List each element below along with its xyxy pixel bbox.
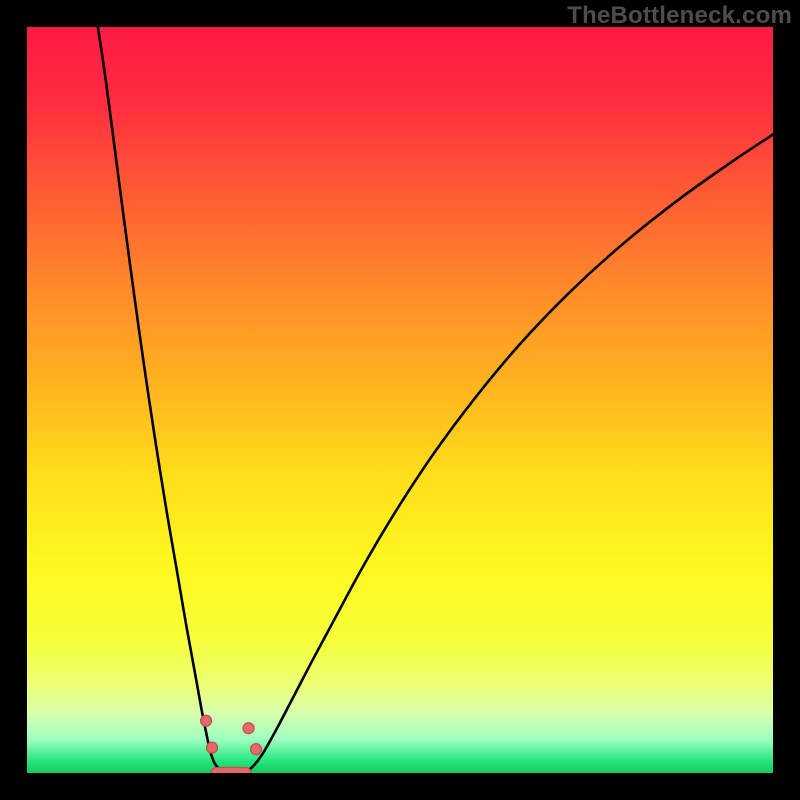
marker-dot-1: [207, 742, 218, 753]
marker-dot-2: [243, 723, 254, 734]
bottleneck-curve-chart: [0, 0, 800, 800]
marker-dot-3: [251, 744, 262, 755]
source-watermark: TheBottleneck.com: [567, 2, 792, 30]
chart-root: TheBottleneck.com: [0, 0, 800, 800]
marker-dot-0: [201, 715, 212, 726]
gradient-plot-background: [27, 27, 773, 773]
